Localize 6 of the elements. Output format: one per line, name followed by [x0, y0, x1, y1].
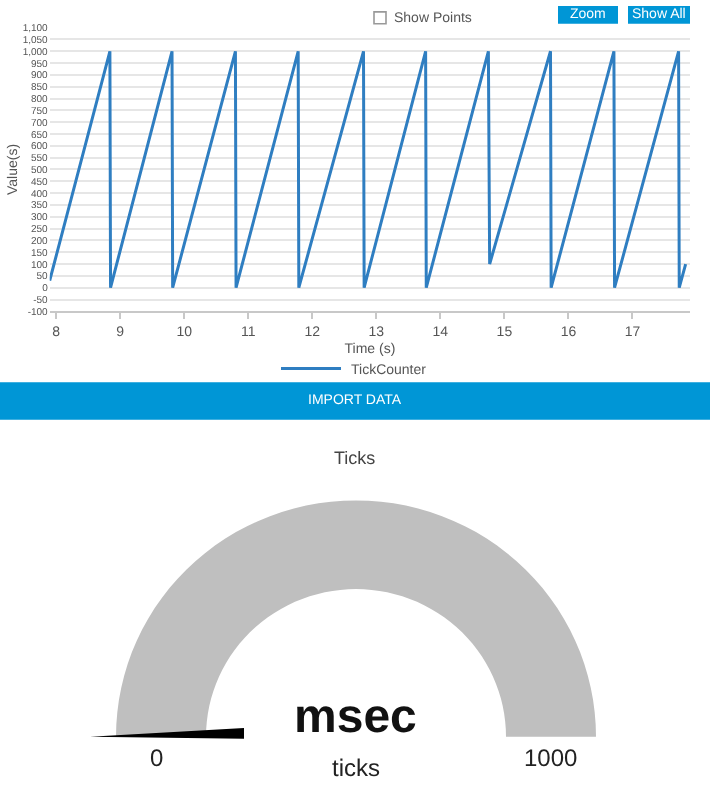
text: msec: [294, 690, 417, 744]
text: Ticks: [334, 448, 377, 468]
text: ticks: [332, 754, 380, 782]
text: 1000: [524, 744, 579, 772]
text: 0: [150, 744, 164, 772]
line-series: [49, 49, 688, 290]
